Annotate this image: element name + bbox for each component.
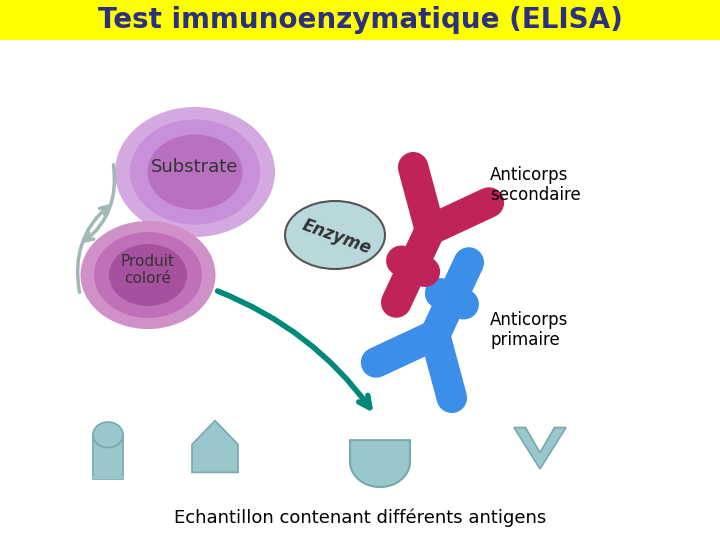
Ellipse shape xyxy=(93,422,123,448)
Polygon shape xyxy=(192,421,238,472)
Text: Echantillon contenant différents antigens: Echantillon contenant différents antigen… xyxy=(174,509,546,527)
Text: Anticorps
primaire: Anticorps primaire xyxy=(490,310,568,349)
Ellipse shape xyxy=(94,232,202,318)
Bar xyxy=(0,0,720,40)
Text: Test immunoenzymatique (ELISA): Test immunoenzymatique (ELISA) xyxy=(98,6,622,34)
Polygon shape xyxy=(350,440,410,487)
Text: Substrate: Substrate xyxy=(151,158,239,176)
Ellipse shape xyxy=(109,244,187,306)
Bar xyxy=(93,476,123,479)
FancyArrowPatch shape xyxy=(85,165,114,241)
Ellipse shape xyxy=(115,107,275,237)
FancyArrowPatch shape xyxy=(217,291,370,408)
Polygon shape xyxy=(514,428,566,469)
Bar xyxy=(93,435,123,479)
Ellipse shape xyxy=(148,134,243,210)
Ellipse shape xyxy=(81,221,215,329)
Text: Anticorps
secondaire: Anticorps secondaire xyxy=(490,166,581,205)
Ellipse shape xyxy=(130,119,260,225)
FancyArrowPatch shape xyxy=(78,206,108,292)
Text: Produit
coloré: Produit coloré xyxy=(121,254,175,286)
Ellipse shape xyxy=(285,201,385,269)
Text: Enzyme: Enzyme xyxy=(300,216,374,258)
